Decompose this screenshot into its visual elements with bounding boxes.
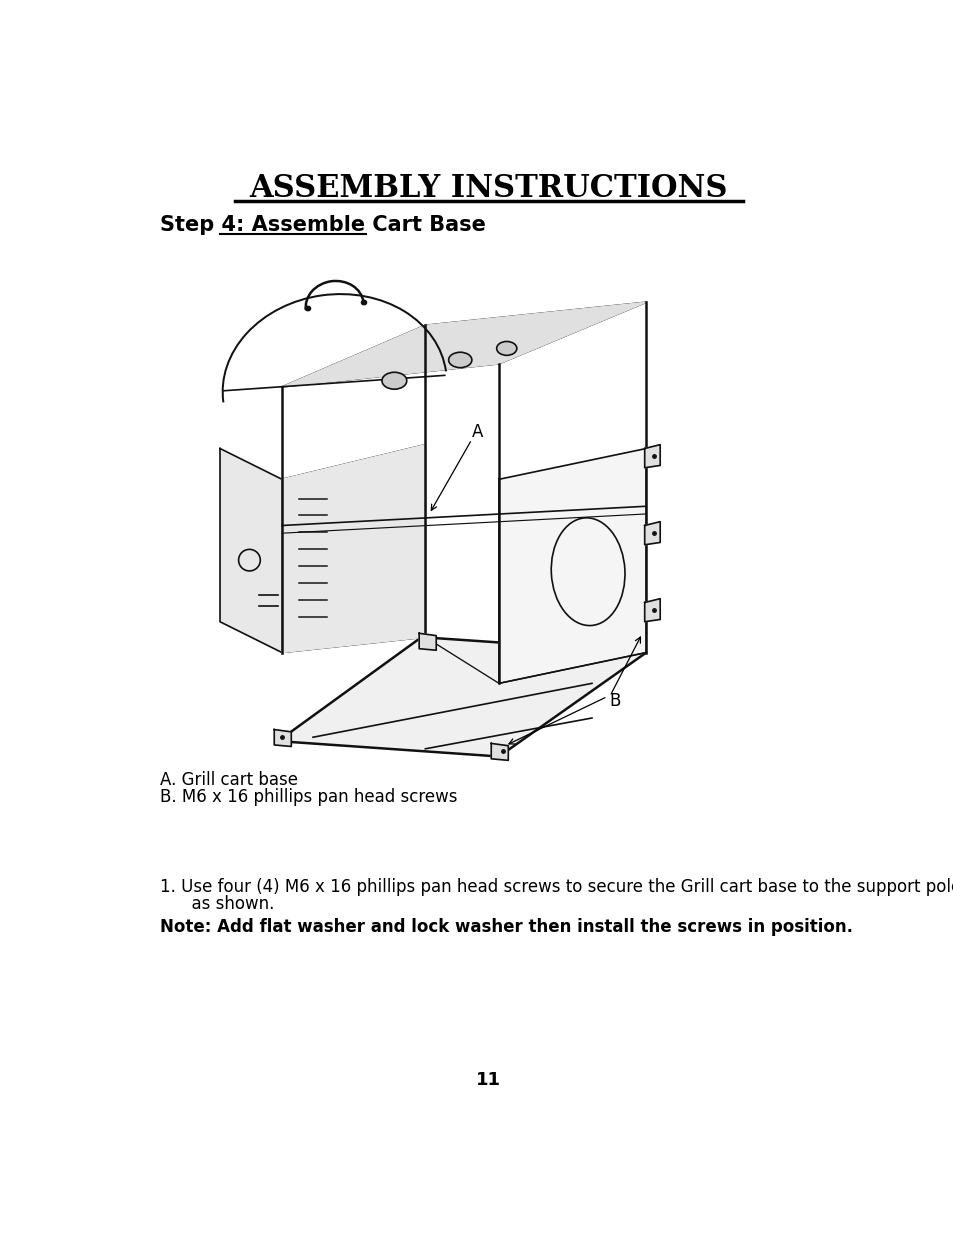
Polygon shape — [220, 448, 282, 652]
Ellipse shape — [497, 341, 517, 356]
Polygon shape — [644, 521, 659, 545]
Text: A. Grill cart base: A. Grill cart base — [159, 771, 297, 789]
Text: Note: Add flat washer and lock washer then install the screws in position.: Note: Add flat washer and lock washer th… — [159, 919, 852, 936]
Polygon shape — [278, 637, 645, 757]
Text: Step 4: Assemble Cart Base: Step 4: Assemble Cart Base — [159, 215, 485, 235]
Polygon shape — [498, 448, 645, 683]
Text: 1. Use four (4) M6 x 16 phillips pan head screws to secure the Grill cart base t: 1. Use four (4) M6 x 16 phillips pan hea… — [159, 878, 953, 897]
Polygon shape — [282, 303, 645, 387]
Polygon shape — [282, 445, 425, 652]
Text: as shown.: as shown. — [159, 895, 274, 914]
Polygon shape — [491, 743, 508, 761]
Polygon shape — [644, 445, 659, 468]
Text: ASSEMBLY INSTRUCTIONS: ASSEMBLY INSTRUCTIONS — [250, 173, 727, 204]
Ellipse shape — [448, 352, 472, 368]
Ellipse shape — [381, 372, 406, 389]
Text: B. M6 x 16 phillips pan head screws: B. M6 x 16 phillips pan head screws — [159, 788, 456, 806]
Text: 11: 11 — [476, 1071, 501, 1089]
Polygon shape — [274, 730, 291, 746]
Polygon shape — [644, 599, 659, 621]
Polygon shape — [418, 634, 436, 651]
Text: A: A — [471, 422, 482, 441]
Text: B: B — [609, 692, 620, 710]
